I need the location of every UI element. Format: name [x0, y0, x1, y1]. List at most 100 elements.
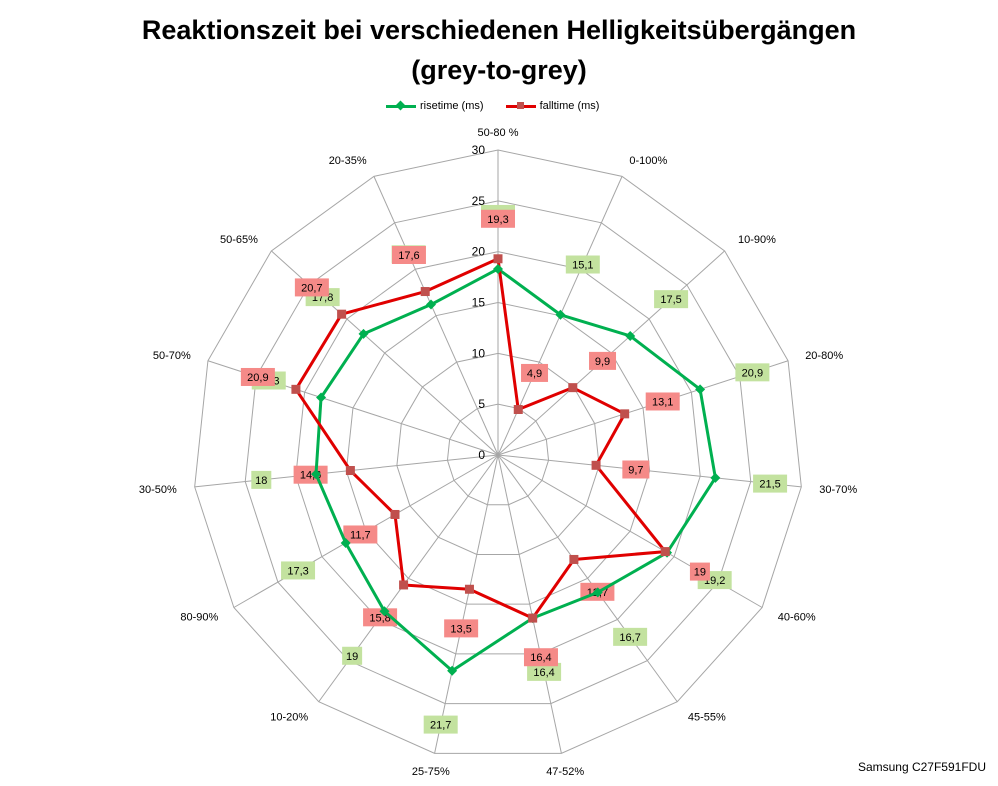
- marker-falltime: [345, 466, 355, 476]
- marker-risetime: [447, 665, 458, 676]
- data-label-bg-risetime: [613, 627, 648, 646]
- grid-ring-15: [345, 301, 651, 605]
- chart-title: Reaktionszeit bei verschiedenen Helligke…: [0, 10, 998, 90]
- category-label: 10-20%: [270, 711, 308, 723]
- marker-falltime: [390, 509, 400, 519]
- chart-title-line2: (grey-to-grey): [411, 55, 587, 85]
- data-label-falltime: 17,6: [398, 250, 419, 262]
- data-label-bg-falltime: [523, 648, 558, 667]
- axis-tick-label: 10: [472, 346, 486, 360]
- data-label-bg-falltime: [391, 245, 426, 264]
- legend-entry-falltime: falltime (ms): [505, 100, 600, 112]
- marker-falltime: [591, 460, 601, 470]
- legend-swatch-falltime: [505, 101, 536, 111]
- data-label-bg-falltime: [521, 363, 549, 382]
- data-label-bg-risetime: [654, 290, 689, 309]
- data-label-bg-falltime: [343, 525, 378, 544]
- data-label-falltime: 19,3: [487, 214, 508, 226]
- category-label: 45-55%: [688, 711, 726, 723]
- grid-ring-10: [396, 352, 600, 555]
- axis-tick-label: 20: [472, 245, 486, 259]
- monitor-model-note: Samsung C27F591FDU: [857, 760, 986, 774]
- marker-falltime: [569, 554, 579, 564]
- marker-falltime: [420, 287, 430, 297]
- data-label-risetime: 17,3: [287, 565, 308, 577]
- marker-falltime: [513, 404, 523, 414]
- data-label-bg-falltime: [622, 460, 650, 479]
- data-label-falltime: 16,4: [530, 652, 551, 664]
- data-label-bg-risetime: [251, 470, 272, 489]
- data-label-risetime: 15,1: [572, 260, 593, 272]
- grid-ring-30: [194, 149, 802, 754]
- series-line-falltime: [294, 257, 667, 620]
- marker-risetime: [340, 537, 351, 548]
- marker-risetime: [426, 299, 437, 310]
- category-label: 50-70%: [153, 350, 191, 362]
- data-label-falltime: 4,9: [527, 368, 542, 380]
- data-label-falltime: 11,7: [350, 529, 371, 541]
- data-label-bg-falltime: [689, 562, 710, 581]
- data-label-falltime: 9,7: [628, 464, 643, 476]
- axis-tick-label: 15: [472, 296, 486, 310]
- marker-falltime: [660, 547, 670, 557]
- data-label-bg-falltime: [481, 209, 515, 228]
- grid-ring-20: [295, 251, 701, 655]
- category-label: 50-80 %: [478, 127, 519, 139]
- data-label-bg-risetime: [423, 715, 458, 734]
- data-label-risetime: 18: [255, 475, 267, 487]
- data-label-risetime: 21,5: [759, 479, 780, 491]
- data-label-bg-risetime: [753, 474, 788, 493]
- axis-tick-label: 25: [472, 194, 486, 208]
- marker-falltime: [493, 254, 503, 264]
- marker-risetime: [316, 392, 327, 403]
- marker-falltime: [291, 384, 301, 394]
- marker-falltime: [399, 580, 409, 590]
- data-label-bg-falltime: [645, 392, 680, 411]
- category-label: 20-35%: [329, 155, 367, 167]
- category-label: 30-50%: [139, 484, 177, 496]
- marker-risetime: [695, 384, 706, 395]
- data-label-bg-falltime: [444, 619, 479, 638]
- marker-risetime: [358, 328, 369, 339]
- marker-risetime: [592, 587, 603, 598]
- data-label-falltime: 13,5: [450, 623, 471, 635]
- data-label-falltime: 20,7: [301, 282, 322, 294]
- marker-risetime: [555, 309, 566, 320]
- marker-risetime: [379, 606, 390, 617]
- legend-swatch-risetime: [386, 100, 416, 111]
- category-label: 47-52%: [546, 766, 584, 778]
- data-label-risetime: 19: [346, 651, 358, 663]
- marker-falltime: [464, 584, 474, 594]
- data-label-falltime: 19: [694, 567, 706, 579]
- data-label-bg-risetime: [527, 662, 562, 681]
- legend-label-falltime: falltime (ms): [539, 100, 600, 112]
- axis-tick-label: 0: [478, 448, 485, 462]
- grid-ring-5: [446, 403, 550, 506]
- data-label-bg-falltime: [589, 351, 617, 370]
- data-label-falltime: 20,9: [247, 372, 268, 384]
- marker-risetime: [625, 330, 636, 341]
- legend-label-risetime: risetime (ms): [420, 100, 484, 112]
- data-label-bg-falltime: [363, 608, 398, 627]
- data-label-falltime: 15,8: [369, 612, 390, 624]
- data-label-falltime: 13,1: [652, 396, 673, 408]
- spoke-14: [373, 176, 499, 456]
- category-label: 10-90%: [738, 234, 776, 246]
- chart-legend: risetime (ms) falltime (ms): [386, 100, 599, 112]
- spoke-4: [497, 454, 802, 488]
- marker-risetime: [710, 472, 721, 483]
- spoke-7: [497, 454, 562, 754]
- marker-falltime: [568, 383, 578, 393]
- data-label-bg-risetime: [342, 646, 363, 665]
- marker-falltime: [620, 409, 630, 419]
- data-label-falltime: 9,9: [595, 356, 610, 368]
- marker-falltime: [528, 613, 538, 623]
- series-line-risetime: [314, 267, 717, 673]
- spoke-6: [497, 454, 678, 703]
- data-label-bg-risetime: [735, 363, 770, 382]
- marker-risetime: [311, 469, 322, 480]
- category-label: 40-60%: [778, 612, 816, 624]
- marker-falltime: [337, 309, 347, 319]
- legend-entry-risetime: risetime (ms): [386, 100, 484, 112]
